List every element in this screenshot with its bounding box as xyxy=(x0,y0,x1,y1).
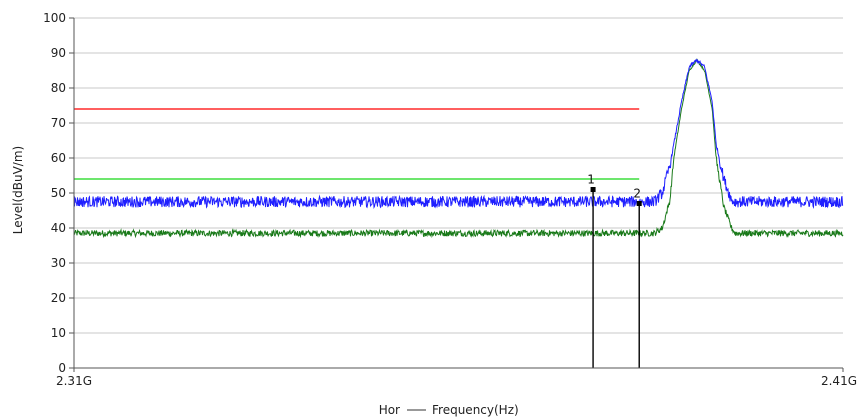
y-tick-label: 90 xyxy=(51,46,66,60)
y-tick-label: 80 xyxy=(51,81,66,95)
y-tick-label: 50 xyxy=(51,186,66,200)
markers: 12 xyxy=(587,173,642,368)
marker-label: 2 xyxy=(633,187,641,201)
y-tick-label: 70 xyxy=(51,116,66,130)
y-tick-label: 60 xyxy=(51,151,66,165)
x-tick-label: 2.31G xyxy=(56,374,92,388)
x-tick-label: 2.41G xyxy=(821,374,857,388)
x-tick-labels: 2.31G 2.41G xyxy=(56,374,857,388)
y-tick-label: 20 xyxy=(51,291,66,305)
y-axis-title: Level(dBuV/m) xyxy=(11,146,25,234)
x-axis-trace-name: Hor xyxy=(379,403,400,417)
marker-label: 1 xyxy=(587,173,595,187)
y-tick-label: 30 xyxy=(51,256,66,270)
peak-trace xyxy=(73,58,844,210)
marker-point xyxy=(590,187,596,192)
average-trace xyxy=(73,58,844,239)
series-lines xyxy=(73,58,844,239)
marker-point xyxy=(636,201,642,206)
y-tick-label: 0 xyxy=(58,361,66,375)
x-axis-title: Frequency(Hz) xyxy=(432,403,519,417)
y-tick-labels: 0 10 20 30 40 50 60 70 80 90 100 xyxy=(43,11,66,375)
axes xyxy=(69,17,844,372)
y-tick-label: 10 xyxy=(51,326,66,340)
grid-lines xyxy=(74,17,843,334)
y-tick-label: 100 xyxy=(43,11,66,25)
y-tick-label: 40 xyxy=(51,221,66,235)
